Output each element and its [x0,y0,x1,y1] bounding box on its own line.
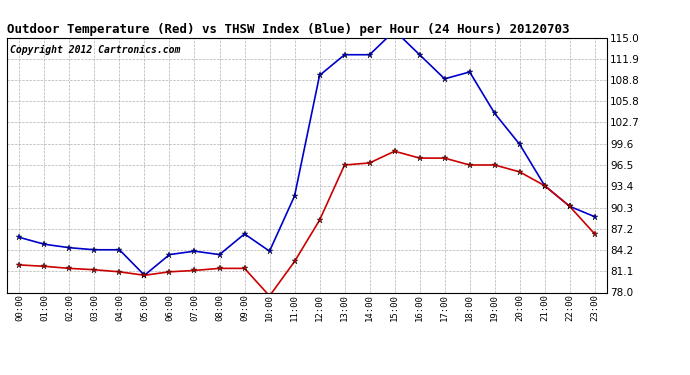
Text: Outdoor Temperature (Red) vs THSW Index (Blue) per Hour (24 Hours) 20120703: Outdoor Temperature (Red) vs THSW Index … [7,23,569,36]
Text: Copyright 2012 Cartronics.com: Copyright 2012 Cartronics.com [10,45,180,55]
